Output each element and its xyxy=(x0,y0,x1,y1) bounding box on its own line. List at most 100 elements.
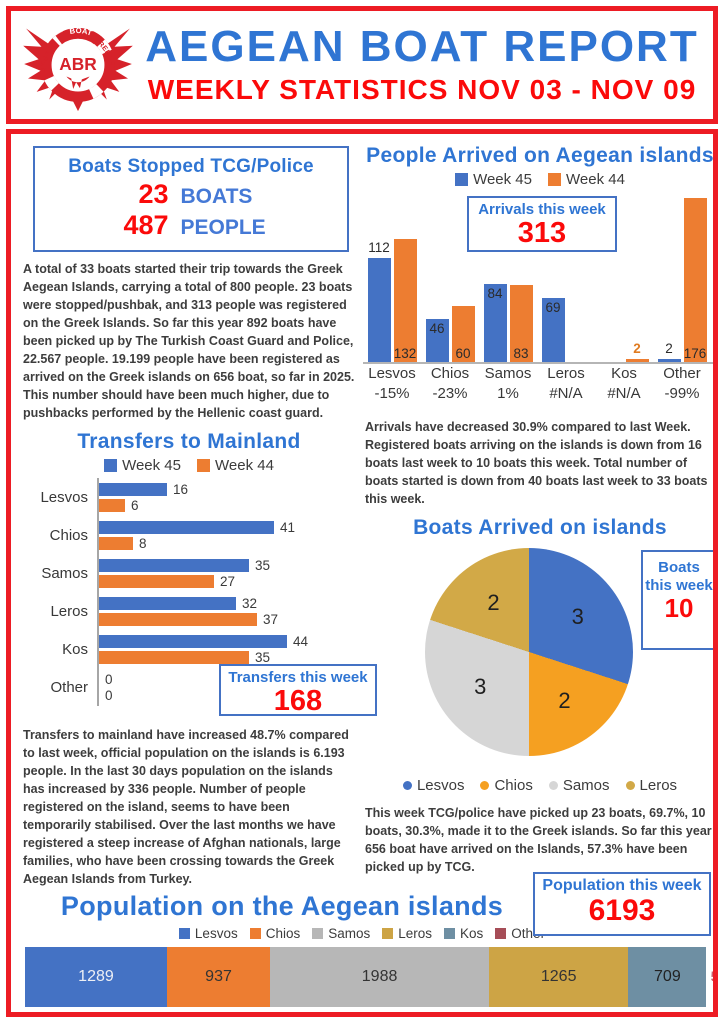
legend-swatch xyxy=(455,172,469,186)
report-subtitle: WEEKLY STATISTICS NOV 03 - NOV 09 xyxy=(147,74,697,105)
bar-group-other: 2 176 xyxy=(653,192,711,362)
arrivals-callout-box: Arrivals this week 313 xyxy=(467,196,617,252)
category-change-label: -15% xyxy=(374,385,410,402)
bar-line: 0 xyxy=(99,672,357,686)
bar-slot: 112 xyxy=(367,192,391,362)
population-callout-label: Population this week xyxy=(542,877,702,894)
boats-callout-label: Boats this week xyxy=(645,559,713,594)
bar-line: 27 xyxy=(99,573,357,589)
path xyxy=(66,76,90,90)
bar-value-label: 37 xyxy=(263,611,279,627)
population-segment-kos: 709 xyxy=(628,947,707,1007)
people-arrived-chart-title: People Arrived on Aegean islands xyxy=(366,144,714,167)
bar-value-label: 176 xyxy=(683,346,707,361)
bar-value-label: 27 xyxy=(220,573,236,589)
bar-week44-kos xyxy=(99,650,249,664)
category-label-kos: Kos xyxy=(62,640,88,658)
report-body: Boats Stopped TCG/Police 23 BOATS 487 PE… xyxy=(6,129,718,1017)
stopped-people-value: 487 xyxy=(123,210,169,240)
people-arrived-plot: 112 132 46 60 84 83 69 2 2 176 xyxy=(363,192,713,364)
boats-stopped-row: 23 BOATS xyxy=(41,180,341,209)
bar-slot: 176 xyxy=(683,192,707,362)
bar-line: 41 xyxy=(99,519,357,535)
category-label-chios: Chios xyxy=(430,365,470,382)
left-column: Boats Stopped TCG/Police 23 BOATS 487 PE… xyxy=(21,144,377,896)
bar-value-label: 35 xyxy=(255,557,271,573)
legend-item-week-45: Week 45 xyxy=(455,171,532,188)
bar-week45-other xyxy=(657,359,681,362)
bar-slot: 46 xyxy=(425,192,449,362)
population-section: Population on the Aegean islands Lesvos C… xyxy=(25,891,713,1007)
bar-week44-samos xyxy=(99,574,214,588)
transfers-legend: Week 45 Week 44 xyxy=(21,454,357,476)
legend-label: Kos xyxy=(460,925,484,941)
legend-item-lesvos: Lesvos xyxy=(178,925,238,941)
bar-value-label: 132 xyxy=(393,346,417,361)
legend-label: Samos xyxy=(562,776,610,794)
bar-group-samos: 84 83 xyxy=(479,192,537,362)
category-label-other: Other xyxy=(663,365,701,382)
boats-paragraph: This week TCG/police have picked up 23 b… xyxy=(365,806,712,874)
legend-label: Lesvos xyxy=(416,776,465,794)
pie-slice-label-samos: 3 xyxy=(474,674,487,700)
bar-value-label: 35 xyxy=(255,649,271,665)
transfers-bars: 35 27 xyxy=(97,554,357,592)
boats-stopped-title: Boats Stopped TCG/Police xyxy=(68,156,314,177)
bar-week45-samos xyxy=(99,558,249,572)
stopped-boats-label: BOATS xyxy=(180,185,253,208)
bar-slot: 83 xyxy=(509,192,533,362)
legend-item-samos: Samos xyxy=(312,926,370,941)
bar-group-chios: 46 60 xyxy=(421,192,479,362)
bar-value-label: 41 xyxy=(280,519,296,535)
legend-dot xyxy=(480,780,490,790)
transfers-row-lesvos: Lesvos 16 6 xyxy=(21,478,357,516)
category-label-samos: Samos xyxy=(41,564,88,582)
boats-stopped-box: Boats Stopped TCG/Police 23 BOATS 487 PE… xyxy=(33,146,349,252)
legend-label: Lesvos xyxy=(194,925,238,941)
legend-label: Chios xyxy=(265,925,301,941)
path xyxy=(55,28,101,45)
bar-value-label: 60 xyxy=(455,346,471,361)
abr-eagle-logo-svg: BOAT AEGEAN REPORT ABR xyxy=(23,26,133,112)
bar-value-label: 16 xyxy=(173,481,189,497)
bar-line: 44 xyxy=(99,633,357,649)
bar-value-label: 2 xyxy=(633,341,641,356)
transfers-row-kos: Kos 44 35 xyxy=(21,630,357,668)
boats-arrived-pie-chart: 3 2 3 2 Boats this week 10 xyxy=(363,544,713,774)
bar-week44-chios xyxy=(451,306,475,362)
bar-line: 6 xyxy=(99,498,357,512)
boats-arrived-legend: Lesvos Chios Samos Leros xyxy=(363,774,713,796)
category-change-label: 1% xyxy=(497,385,519,402)
bar-value-label: 112 xyxy=(368,239,390,255)
bar-week45-leros xyxy=(541,297,565,362)
pie-slice-label-lesvos: 3 xyxy=(571,603,584,629)
bar-week45-kos xyxy=(99,634,287,648)
segment-value-label: 937 xyxy=(205,968,232,985)
legend-swatch xyxy=(104,458,118,472)
bar-group-leros: 69 xyxy=(537,192,595,362)
bar-line: 35 xyxy=(99,557,357,573)
people-arrived-legend: Week 45 Week 44 xyxy=(363,168,713,190)
legend-item-lesvos: Lesvos xyxy=(402,776,465,794)
bar-value-label: 44 xyxy=(293,633,309,649)
segment-value-label-other: 5 xyxy=(711,969,713,986)
legend-label: Week 44 xyxy=(215,456,274,474)
transfers-callout-box: Transfers this week 168 xyxy=(219,664,377,717)
legend-label: Samos xyxy=(328,925,371,941)
bar-week45-leros xyxy=(99,596,236,610)
legend-swatch xyxy=(249,927,261,939)
bar-slot: 84 xyxy=(483,192,507,362)
population-callout-box: Population this week 6193 xyxy=(533,872,711,936)
bar-week44-lesvos xyxy=(99,498,125,512)
category-label-lesvos: Lesvos xyxy=(368,365,416,382)
bar-group-lesvos: 112 132 xyxy=(363,192,421,362)
logo-arc-boat: BOAT xyxy=(69,26,94,38)
transfers-row-chios: Chios 41 8 xyxy=(21,516,357,554)
transfers-row-leros: Leros 32 37 xyxy=(21,592,357,630)
header: BOAT AEGEAN REPORT ABR AEGEAN BOAT REPOR… xyxy=(6,6,718,124)
stopped-people-row: 487 PEOPLE xyxy=(41,211,341,240)
legend-item-samos: Samos xyxy=(548,776,610,794)
bar-slot: 60 xyxy=(451,192,475,362)
bar-week45-samos xyxy=(483,283,507,362)
legend-item-week-45: Week 45 xyxy=(104,457,181,474)
